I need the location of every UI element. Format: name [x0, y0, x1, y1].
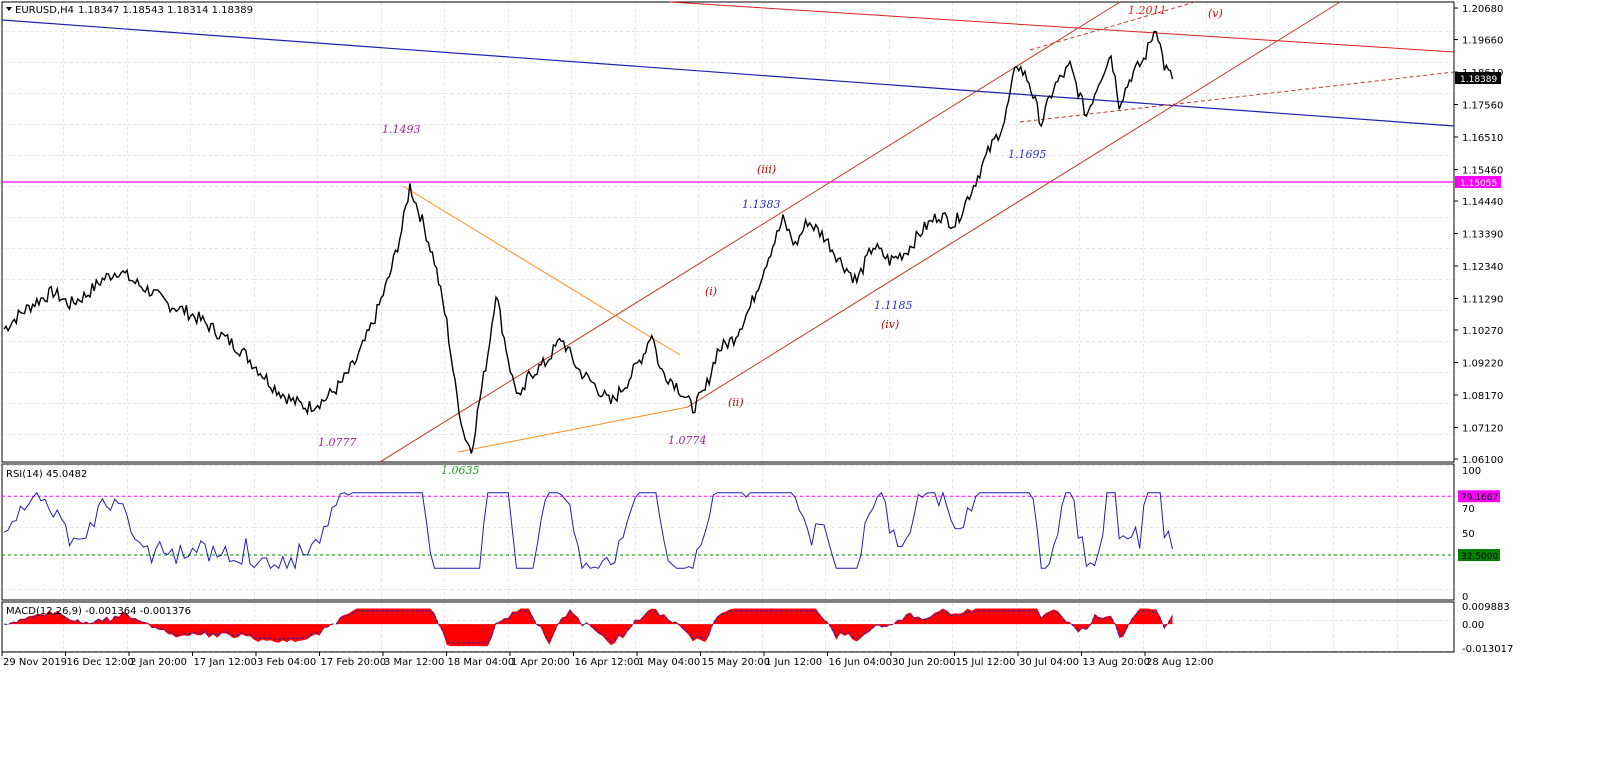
rsi-tick-label: 0	[1462, 592, 1468, 603]
price-tag-text: 1.15055	[1460, 179, 1497, 189]
rsi-series	[3, 490, 1173, 571]
x-tick-label: 16 Apr 12:00	[575, 657, 640, 668]
x-tick-label: 16 Dec 12:00	[67, 657, 134, 668]
collapse-triangle-icon[interactable]	[6, 7, 12, 11]
time-axis: 29 Nov 2019 16 Dec 12:002 Jan 20:00 17 Jan…	[1, 652, 1213, 668]
macd-histogram	[4, 608, 1173, 647]
orange-triangle-lower	[457, 406, 689, 453]
wedge-lower-dashed	[1019, 71, 1455, 123]
x-tick-label: 30 Jun 20:00	[892, 657, 956, 668]
y-tick-label: 1.19660	[1462, 36, 1503, 47]
macd-pane[interactable]: 0.009883 0.00 -0.013017 MACD(12,26,9) -0.0…	[1, 601, 1513, 655]
y-tick-label: 1.14440	[1462, 197, 1503, 208]
rsi-level-tag	[1458, 490, 1500, 503]
wave-label: 1.0774	[668, 434, 707, 447]
orange-triangle-upper	[402, 185, 681, 356]
x-tick-label: 2 Jan 20:00	[130, 657, 187, 668]
macd-signal-line	[3, 610, 1173, 644]
macd-tick-label: 0.009883	[1462, 602, 1510, 613]
main-pane[interactable]: 1.14931.07771.06351.07741.13831.11851.16…	[1, 1, 1503, 477]
macd-y-axis: 0.009883 0.00 -0.013017	[1462, 602, 1513, 655]
rsi-tick-label: 100	[1462, 466, 1481, 477]
y-tick-label: 1.11290	[1462, 294, 1503, 305]
main-pane-frame	[1, 1, 1455, 463]
x-tick-label: 1 May 04:00	[638, 657, 700, 668]
y-tick-label: 1.07120	[1462, 423, 1503, 434]
red-resistance-line	[669, 1, 1455, 53]
wave-label: 1.1185	[874, 299, 913, 312]
wave-label: (iv)	[881, 318, 899, 331]
y-tick-label: 1.16510	[1462, 133, 1503, 144]
y-tick-label: 1.15460	[1462, 165, 1503, 176]
x-tick-label: 3 Feb 04:00	[257, 657, 316, 668]
y-tick-label: 1.09220	[1462, 358, 1503, 369]
y-tick-label: 1.06100	[1462, 455, 1503, 466]
price-tags: 1.18389 1.15055	[1455, 72, 1501, 189]
x-tick-label: 1 Apr 20:00	[511, 657, 570, 668]
x-tick-label: 15 May 20:00	[702, 657, 771, 668]
x-tick-label: 13 Aug 20:00	[1083, 657, 1150, 668]
wedge-upper-dashed	[1029, 1, 1196, 51]
rsi-level-tag	[1458, 549, 1500, 562]
x-tick-label: 29 Nov 2019	[3, 657, 67, 668]
y-tick-label: 1.08170	[1462, 391, 1503, 402]
macd-caption: MACD(12,26,9) -0.001364 -0.001376	[6, 606, 191, 617]
channel-upper-line	[379, 1, 1121, 463]
x-tick-label: 18 Mar 04:00	[448, 657, 515, 668]
x-tick-label: 17 Feb 20:00	[321, 657, 387, 668]
x-tick-label: 1 Jun 12:00	[765, 657, 822, 668]
blue-trend-line	[1, 19, 1455, 127]
y-tick-label: 1.10270	[1462, 326, 1503, 337]
x-tick-label: 30 Jul 04:00	[1019, 657, 1079, 668]
y-tick-label: 1.17560	[1462, 101, 1503, 112]
price-series	[3, 30, 1174, 454]
wave-label: (iii)	[757, 163, 776, 176]
trend-lines	[1, 1, 1455, 463]
price-tag: 1.15055	[1455, 176, 1501, 189]
macd-tick-label: -0.013017	[1462, 644, 1513, 655]
ohlc-values: 1.18347 1.18543 1.18314 1.18389	[78, 5, 253, 16]
wave-label: (ii)	[728, 396, 744, 409]
y-tick-label: 1.20680	[1462, 4, 1503, 15]
rsi-level-text: 32.5000	[1461, 552, 1498, 562]
x-tick-label: 3 Mar 12:00	[384, 657, 444, 668]
main-y-axis: 1.206801.196601.186101.175601.165101.154…	[1454, 4, 1503, 466]
channel-lower-line	[685, 1, 1341, 409]
y-tick-label: 1.12340	[1462, 262, 1503, 273]
price-tag-box	[1455, 176, 1501, 188]
wave-label: (v)	[1208, 7, 1223, 20]
symbol-caption: EURUSD,H4 1.18347 1.18543 1.18314 1.1838…	[6, 5, 253, 16]
x-tick-label: 15 Jul 12:00	[956, 657, 1016, 668]
x-tick-label: 17 Jan 12:00	[194, 657, 257, 668]
wave-label: (i)	[705, 285, 717, 298]
x-tick-label: 16 Jun 04:00	[829, 657, 893, 668]
rsi-tick-label: 70	[1462, 504, 1475, 515]
rsi-pane-frame	[1, 463, 1455, 601]
wave-label: 1.1493	[382, 123, 421, 136]
rsi-tick-label: 50	[1462, 529, 1475, 540]
symbol-name: EURUSD,H4	[15, 5, 74, 16]
y-tick-label: 1.13390	[1462, 230, 1503, 241]
rsi-caption: RSI(14) 45.0482	[6, 469, 87, 480]
rsi-pane[interactable]: 79.1667 32.5000 100 70 50 0 RSI(14) 45.0482	[1, 463, 1500, 603]
rsi-levels: 79.1667 32.5000	[2, 490, 1500, 562]
rsi-y-axis: 100 70 50 0	[1462, 466, 1481, 603]
wave-label: 1.0777	[318, 436, 357, 449]
wave-label: 1.1383	[742, 198, 781, 211]
macd-tick-label: 0.00	[1462, 620, 1484, 631]
x-tick-label: 28 Aug 12:00	[1146, 657, 1213, 668]
price-tag-text: 1.18389	[1460, 75, 1497, 85]
wave-label: 1.2011	[1128, 4, 1167, 17]
price-tag-box	[1455, 72, 1501, 84]
rsi-level-text: 79.1667	[1461, 493, 1498, 503]
wave-label: 1.1695	[1008, 148, 1047, 161]
price-tag: 1.18389	[1455, 72, 1501, 85]
